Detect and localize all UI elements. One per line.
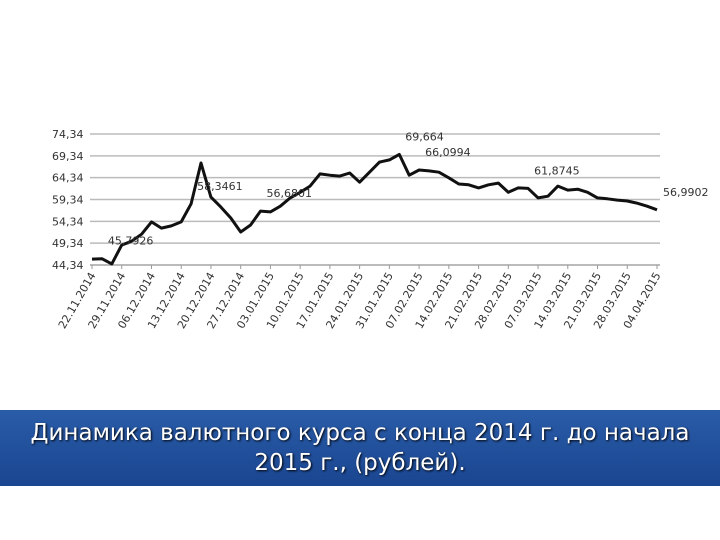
line xyxy=(91,152,658,266)
y-tick-label: 74,34 xyxy=(52,128,84,141)
data-label: 56,9902 xyxy=(663,186,709,199)
data-label: 45,7926 xyxy=(108,235,154,248)
data-label: 61,8745 xyxy=(534,164,580,177)
data-label: 58,3461 xyxy=(197,180,243,193)
y-tick-label: 49,34 xyxy=(52,237,84,250)
data-label: 69,664 xyxy=(405,130,444,143)
data-label: 66,0994 xyxy=(425,146,471,159)
y-tick-label: 54,34 xyxy=(52,215,84,228)
chart: 44,3449,3454,3459,3464,3469,3474,3422.11… xyxy=(52,128,709,331)
y-tick-label: 59,34 xyxy=(52,194,84,207)
y-tick-label: 69,34 xyxy=(52,150,84,163)
y-tick-label: 64,34 xyxy=(52,172,84,185)
y-tick-label: 44,34 xyxy=(52,259,84,272)
chart-title: Динамика валютного курса с конца 2014 г.… xyxy=(0,410,720,486)
data-label: 56,6801 xyxy=(267,187,313,200)
